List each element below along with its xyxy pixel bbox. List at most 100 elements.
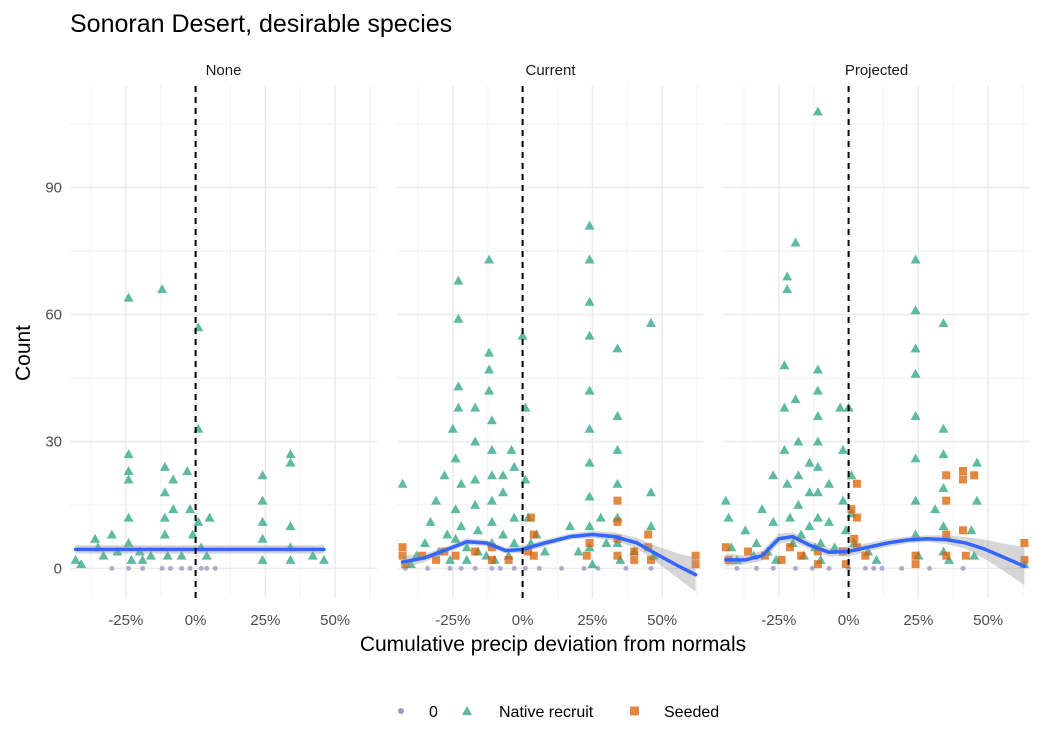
- native-recruit-point: [461, 554, 472, 564]
- legend-label-native-recruit: Native recruit: [499, 704, 594, 721]
- native-recruit-point: [442, 529, 453, 539]
- zero-point: [522, 565, 528, 571]
- native-recruit-point: [123, 537, 134, 547]
- native-recruit-point: [846, 470, 857, 480]
- native-recruit-point: [486, 444, 497, 454]
- native-recruit-point: [966, 525, 977, 535]
- seeded-point: [942, 496, 951, 505]
- native-recruit-point: [486, 495, 497, 505]
- native-recruit-point: [740, 525, 751, 535]
- native-recruit-point: [971, 457, 982, 467]
- native-recruit-point: [790, 237, 801, 247]
- seeded-point: [959, 526, 968, 535]
- native-recruit-point: [453, 381, 464, 391]
- native-recruit-point: [168, 474, 179, 484]
- seeded-points: [398, 496, 700, 569]
- zero-point: [179, 565, 185, 571]
- native-recruit-point: [812, 512, 823, 522]
- seeded-point: [504, 555, 513, 564]
- x-axis-title: Cumulative precip deviation from normals: [360, 633, 746, 656]
- zero-point: [167, 565, 173, 571]
- native-recruit-point: [176, 550, 187, 560]
- smooth-line: [724, 534, 1027, 569]
- native-recruit-point: [723, 512, 734, 522]
- native-recruit-point: [720, 495, 731, 505]
- zero-point: [425, 565, 431, 571]
- seeded-point: [850, 534, 859, 543]
- seeded-point: [785, 543, 794, 552]
- x-axis-ticks: -25% 0% 25% 50%: [761, 612, 1003, 629]
- grid: [397, 86, 704, 598]
- native-recruit-point: [768, 516, 779, 526]
- native-recruit-point: [584, 296, 595, 306]
- native-recruit-point: [971, 495, 982, 505]
- seeded-point: [644, 530, 653, 539]
- zero-point: [623, 565, 629, 571]
- seeded-point: [691, 551, 700, 560]
- native-recruit-point: [185, 504, 196, 514]
- zero-point: [472, 565, 478, 571]
- seeded-points: [721, 467, 1029, 569]
- native-recruit-point: [812, 364, 823, 374]
- zero-point: [187, 565, 193, 571]
- native-recruit-point: [453, 313, 464, 323]
- native-recruit-point: [804, 487, 815, 497]
- native-recruit-point: [539, 546, 550, 556]
- native-recruit-point: [584, 457, 595, 467]
- native-recruit-point: [498, 487, 509, 497]
- seeded-point: [529, 551, 538, 560]
- native-recruit-point: [751, 537, 762, 547]
- native-recruit-point: [812, 106, 823, 116]
- native-recruit-point: [601, 537, 612, 547]
- facet-projected: Projected -25% 0% 25% 50%: [720, 62, 1030, 629]
- y-axis: 0 30 60 90: [45, 180, 62, 578]
- seeded-point: [613, 496, 622, 505]
- native-recruit-point: [782, 271, 793, 281]
- seeded-point: [970, 471, 979, 480]
- native-recruit-point: [757, 504, 768, 514]
- native-recruit-point: [425, 516, 436, 526]
- seeded-point: [613, 517, 622, 526]
- x-tick-label: 25%: [903, 612, 933, 629]
- seeded-point: [398, 543, 407, 552]
- native-recruit-point: [804, 457, 815, 467]
- native-recruit-point: [70, 554, 81, 564]
- seeded-point: [487, 555, 496, 564]
- native-recruit-point: [645, 317, 656, 327]
- native-recruit-point: [285, 449, 296, 459]
- legend-item-seeded: Seeded: [630, 704, 719, 721]
- native-recruit-point: [470, 436, 481, 446]
- native-recruit-point: [910, 411, 921, 421]
- native-recruit-point: [509, 537, 520, 547]
- native-recruit-point: [484, 364, 495, 374]
- native-recruit-point: [612, 444, 623, 454]
- native-recruit-point: [145, 550, 156, 560]
- native-recruit-point: [445, 554, 456, 564]
- native-recruit-point: [498, 470, 509, 480]
- native-recruit-point: [470, 402, 481, 412]
- x-tick-label: 50%: [973, 612, 1003, 629]
- native-recruit-point: [768, 470, 779, 480]
- zero-point: [126, 565, 132, 571]
- seeded-point: [760, 551, 769, 560]
- seeded-point: [942, 530, 951, 539]
- native-points: [720, 106, 1030, 569]
- facet-label: Projected: [845, 62, 908, 79]
- native-recruit-point: [431, 495, 442, 505]
- smooth-line: [400, 532, 698, 577]
- native-recruit-point: [285, 521, 296, 531]
- zero-point: [871, 565, 877, 571]
- native-recruit-point: [812, 385, 823, 395]
- native-recruit-point: [565, 521, 576, 531]
- zero-point: [511, 565, 517, 571]
- seeded-point: [797, 551, 806, 560]
- native-recruit-point: [938, 521, 949, 531]
- native-recruit-point: [612, 343, 623, 353]
- x-tick-label: 25%: [577, 612, 607, 629]
- native-recruit-point: [126, 554, 137, 564]
- y-tick-label: 30: [45, 433, 62, 450]
- zero-point: [793, 565, 799, 571]
- x-tick-label: -25%: [761, 612, 796, 629]
- zero-point: [899, 565, 905, 571]
